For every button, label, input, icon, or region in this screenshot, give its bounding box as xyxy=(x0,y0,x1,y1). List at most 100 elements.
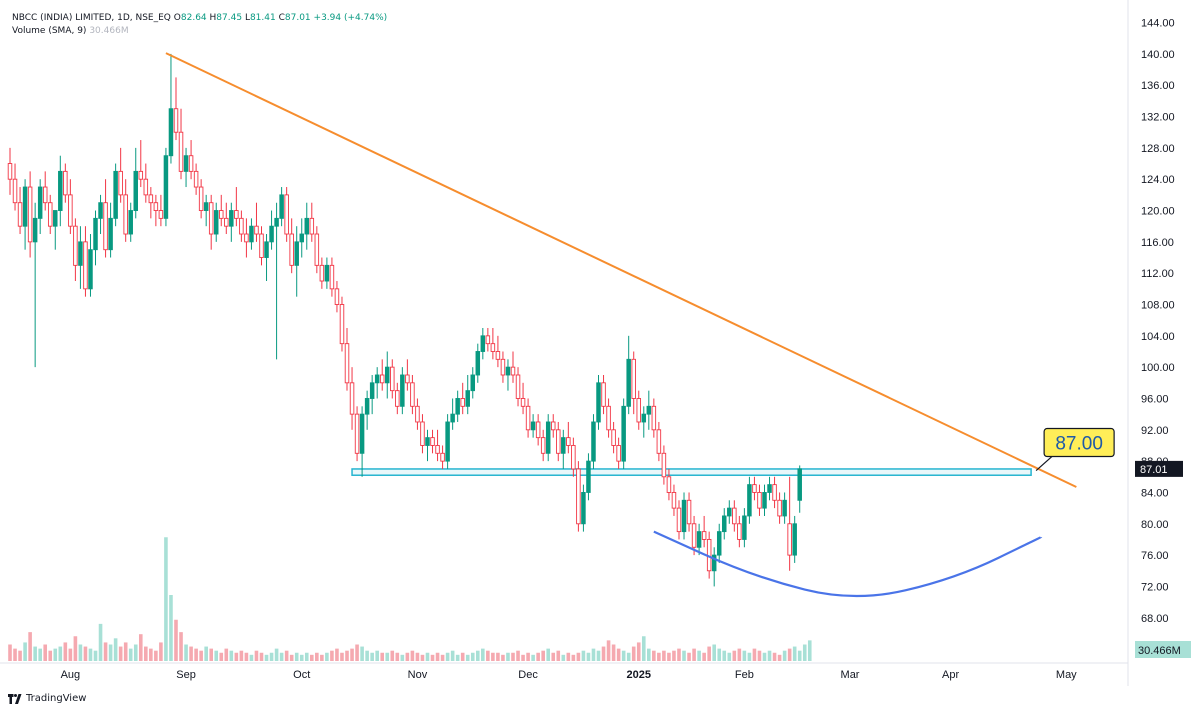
volume-bar xyxy=(732,650,737,661)
candle-body xyxy=(359,413,365,454)
volume-bar xyxy=(28,632,32,661)
candle-body xyxy=(289,233,294,266)
candle-body xyxy=(198,186,204,211)
y-tick-label: 120.00 xyxy=(1141,206,1175,218)
candle-body xyxy=(369,382,375,399)
volume-bar xyxy=(712,644,716,661)
candle-body xyxy=(319,264,325,282)
y-tick-label: 140.00 xyxy=(1141,49,1175,61)
volume-bar xyxy=(626,652,631,661)
candle-body xyxy=(299,233,304,243)
y-tick-label: 96.00 xyxy=(1141,393,1169,405)
callout-box xyxy=(1043,427,1115,458)
volume-bar xyxy=(108,644,113,661)
candle-body xyxy=(490,343,496,352)
candle-body xyxy=(631,358,636,399)
candle-body xyxy=(329,264,335,290)
legend-volume-row: Volume (SMA, 9) 30.466M xyxy=(12,25,387,38)
candle-body xyxy=(103,202,108,251)
candle-body xyxy=(782,499,787,517)
volume-bar xyxy=(310,654,314,661)
volume-bar xyxy=(299,654,304,661)
volume-bar xyxy=(244,652,249,661)
volume-bar xyxy=(501,654,505,661)
volume-bar xyxy=(279,652,284,661)
volume-bar xyxy=(536,652,540,661)
volume-bar xyxy=(335,648,339,661)
candle-body xyxy=(737,523,742,540)
volume-bar xyxy=(787,648,792,661)
candle-body xyxy=(254,225,259,235)
volume-bar xyxy=(304,652,309,661)
x-tick-label: Apr xyxy=(942,669,959,681)
candle-body xyxy=(324,264,330,282)
candle-body xyxy=(515,374,521,399)
volume-bar xyxy=(807,640,812,661)
volume-bar xyxy=(772,652,777,661)
volume-bar xyxy=(269,652,274,661)
candle-body xyxy=(304,217,310,235)
volume-bar xyxy=(204,646,208,661)
volume-bar xyxy=(164,537,168,661)
candle-body xyxy=(500,358,506,376)
y-tick-label: 128.00 xyxy=(1141,143,1175,155)
volume-bar xyxy=(199,650,203,661)
candle-body xyxy=(259,233,264,258)
candle-body xyxy=(681,499,687,533)
volume-bar xyxy=(702,652,706,661)
candle-body xyxy=(485,335,491,345)
candle-body xyxy=(566,437,571,446)
volume-bar xyxy=(475,650,480,661)
candle-body xyxy=(596,382,601,423)
volume-bar xyxy=(777,654,782,661)
y-tick-label: 112.00 xyxy=(1141,268,1174,280)
volume-bar xyxy=(189,646,193,661)
candle-body xyxy=(193,170,199,188)
volume-bar xyxy=(355,644,359,661)
volume-bar xyxy=(516,650,520,661)
legend-open-label: O xyxy=(173,13,181,23)
volume-bar xyxy=(440,654,445,661)
candle-body xyxy=(98,202,103,219)
candle-body xyxy=(465,390,470,407)
volume-bar xyxy=(365,650,369,661)
candle-body xyxy=(606,405,611,431)
volume-bar xyxy=(521,654,525,661)
candle-body xyxy=(586,460,591,493)
candle-body xyxy=(113,170,118,219)
candle-body xyxy=(249,225,254,243)
volume-bar xyxy=(435,652,440,661)
volume-bar xyxy=(601,646,606,661)
volume-bar xyxy=(254,650,259,661)
candle-body xyxy=(727,507,732,517)
legend-close-label: C xyxy=(278,13,285,23)
volume-bar xyxy=(259,652,264,661)
volume-bar xyxy=(93,650,98,661)
y-tick-label: 92.00 xyxy=(1141,425,1169,437)
volume-bar xyxy=(83,646,88,661)
tradingview-branding[interactable]: TradingView xyxy=(8,693,86,704)
candle-body xyxy=(42,186,48,204)
volume-bar xyxy=(315,652,319,661)
volume-bar xyxy=(757,650,762,661)
candle-body xyxy=(621,405,626,462)
volume-bar xyxy=(98,623,103,661)
volume-bar xyxy=(400,654,405,661)
candle-body xyxy=(274,217,279,227)
candle-body xyxy=(224,217,229,227)
candle-body xyxy=(405,374,410,384)
volume-bar xyxy=(546,648,551,661)
candle-body xyxy=(203,202,209,211)
candle-body xyxy=(661,452,667,478)
volume-tag xyxy=(1135,641,1191,658)
candle-body xyxy=(646,405,652,415)
candle-body xyxy=(671,492,677,509)
volume-bar xyxy=(465,654,470,661)
candle-body xyxy=(178,131,184,172)
volume-bar xyxy=(450,650,455,661)
candle-body xyxy=(128,210,133,235)
volume-bar xyxy=(375,650,379,661)
volume-bar xyxy=(662,650,666,661)
candle-body xyxy=(787,523,792,556)
